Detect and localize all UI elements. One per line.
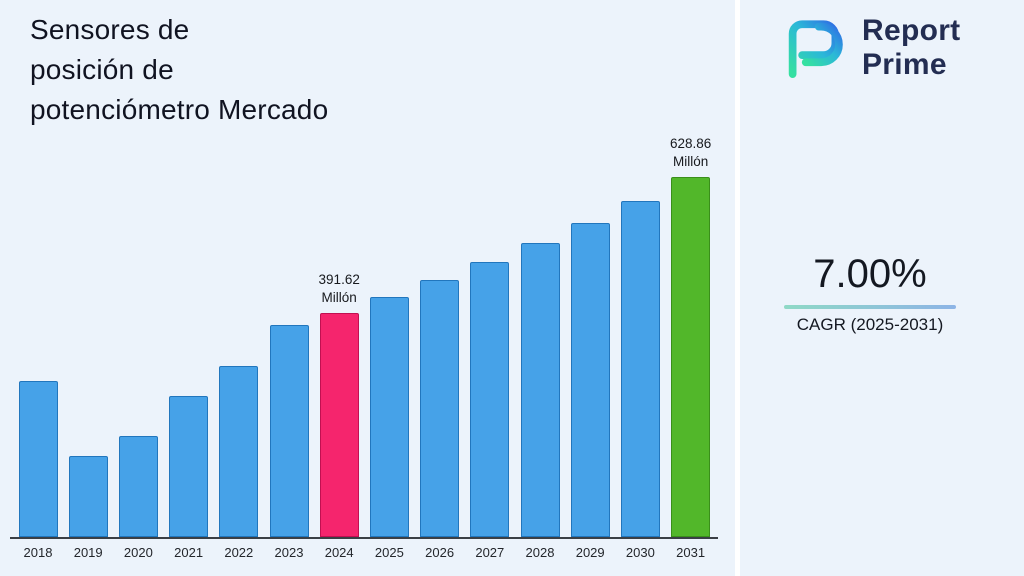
panel-divider bbox=[735, 0, 740, 576]
value-label-2031: 628.86 Millón bbox=[669, 136, 712, 169]
report-prime-logo-icon bbox=[788, 20, 843, 78]
value-label-2024: 391.62 Millón bbox=[318, 272, 360, 305]
x-tick-2031: 2031 bbox=[676, 545, 706, 560]
bar-2025 bbox=[369, 297, 409, 537]
cagr-block: 7.00% CAGR (2025-2031) bbox=[768, 252, 972, 335]
brand-name-line1: Report bbox=[862, 14, 961, 48]
bar-2024 bbox=[319, 313, 359, 537]
bar-2018 bbox=[18, 381, 58, 537]
x-axis-line bbox=[10, 537, 718, 539]
x-tick-2030: 2030 bbox=[625, 545, 655, 560]
x-tick-2019: 2019 bbox=[73, 545, 103, 560]
x-tick-2029: 2029 bbox=[575, 545, 605, 560]
bar-2022 bbox=[219, 366, 259, 537]
x-tick-2021: 2021 bbox=[174, 545, 204, 560]
x-tick-2024: 2024 bbox=[324, 545, 354, 560]
bar-2020 bbox=[118, 436, 158, 537]
bar-2028 bbox=[520, 243, 560, 537]
x-tick-2025: 2025 bbox=[374, 545, 404, 560]
bar-2027 bbox=[470, 262, 510, 537]
brand-name-line2: Prime bbox=[862, 48, 947, 81]
bar-2019 bbox=[68, 456, 108, 537]
brand-logo: Report Prime bbox=[776, 10, 960, 86]
cagr-label: CAGR (2025-2031) bbox=[796, 315, 944, 334]
x-tick-2020: 2020 bbox=[123, 545, 153, 560]
x-tick-2022: 2022 bbox=[224, 545, 254, 560]
bar-2030 bbox=[620, 201, 660, 537]
page-title: Sensores de posición de potenciómetro Me… bbox=[30, 14, 329, 125]
bar-2026 bbox=[420, 280, 460, 537]
bar-2023 bbox=[269, 325, 309, 537]
x-tick-2018: 2018 bbox=[23, 545, 53, 560]
brand-name: Report Prime bbox=[862, 14, 960, 81]
x-tick-2027: 2027 bbox=[475, 545, 505, 560]
bar-2029 bbox=[570, 223, 610, 537]
bar-chart: Sensores de posición de potenciómetro Me… bbox=[10, 14, 718, 560]
bar-2021 bbox=[169, 396, 209, 537]
x-tick-2028: 2028 bbox=[525, 545, 555, 560]
cagr-underline bbox=[784, 305, 956, 309]
x-tick-2026: 2026 bbox=[425, 545, 455, 560]
cagr-value: 7.00% bbox=[813, 252, 927, 296]
bar-2031 bbox=[671, 177, 711, 537]
x-tick-2023: 2023 bbox=[274, 545, 304, 560]
